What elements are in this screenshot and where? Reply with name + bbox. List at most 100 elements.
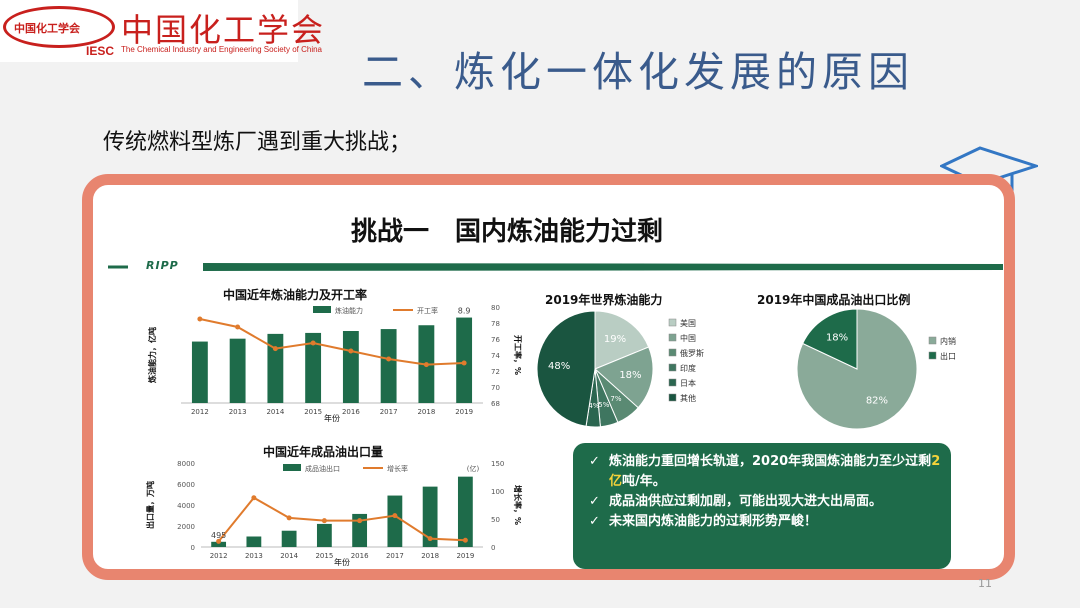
line-point <box>461 360 467 366</box>
y2-tick-label: 50 <box>491 516 500 524</box>
x-tick-label: 2019 <box>455 408 473 416</box>
legend-swatch <box>668 378 677 387</box>
y2-tick-label: 70 <box>491 384 500 392</box>
y2-axis-label: 开工率，% <box>513 335 523 375</box>
y2-tick-label: 150 <box>491 460 504 468</box>
summary-box: ✓ 炼油能力重回增长轨道，2020年我国炼油能力至少过剩2亿吨/年。 ✓ 成品油供应… <box>573 443 951 569</box>
line-point <box>392 513 398 519</box>
pie-slice <box>536 310 596 427</box>
legend-label: 出口 <box>940 351 956 361</box>
x-axis-label: 年份 <box>334 557 350 567</box>
y-axis-label: 出口量，万吨 <box>145 481 155 529</box>
line-point <box>272 346 278 352</box>
y2-tick-label: 74 <box>491 352 500 360</box>
x-tick-label: 2014 <box>280 552 298 560</box>
y-tick-label: 4000 <box>177 502 195 510</box>
x-tick-label: 2016 <box>351 552 369 560</box>
y2-tick-label: 80 <box>491 304 500 312</box>
legend-swatch <box>668 348 677 357</box>
legend-swatch <box>928 351 937 360</box>
legend-swatch <box>668 318 677 327</box>
x-tick-label: 2018 <box>421 552 439 560</box>
x-tick-label: 2018 <box>417 408 435 416</box>
x-tick-label: 2013 <box>245 552 263 560</box>
bar <box>305 332 322 403</box>
y-tick-label: 8000 <box>177 460 195 468</box>
summary-item: ✓ 未来国内炼油能力的过剩形势严峻！ <box>589 514 818 529</box>
legend-label: 增长率 <box>387 464 408 473</box>
bar <box>267 333 284 403</box>
y-tick-label: 6000 <box>177 481 195 489</box>
society-logo: 中国化工学会 IESC 中国化工学会 The Chemical Industry… <box>0 0 323 62</box>
pie-slice <box>594 310 650 370</box>
legend-label: 印度 <box>680 363 696 373</box>
y2-tick-label: 72 <box>491 368 500 376</box>
y2-axis-label: 增长率，% <box>513 485 523 525</box>
bar <box>457 476 473 547</box>
line-point <box>251 495 257 501</box>
pie-slice <box>594 346 654 409</box>
unit-label: (亿) <box>467 464 480 473</box>
line-point <box>310 340 316 346</box>
bar <box>456 317 473 403</box>
chart1-title: 中国近年炼油能力及开工率 <box>223 288 368 302</box>
logo-badge: 中国化工学会 <box>3 6 115 48</box>
bar <box>246 536 262 547</box>
slice-label: 7% <box>610 395 621 403</box>
bar <box>380 329 397 403</box>
bar <box>342 331 359 403</box>
x-tick-label: 2012 <box>191 408 209 416</box>
bar <box>191 341 208 403</box>
legend-label: 其他 <box>680 393 696 403</box>
data-label: 495 <box>211 531 226 540</box>
line-point <box>321 518 327 524</box>
summary-item: ✓ 成品油供应过剩加剧，可能出现大进大出局面。 <box>589 494 883 509</box>
bar <box>352 513 368 547</box>
export-volume-chart: 成品油出口 增长率 0 2000 4000 6000 8000 0 50 100 150 出口量，万吨… <box>145 460 523 567</box>
highlight-value: 2亿 <box>609 454 941 489</box>
legend-label: 日本 <box>680 378 696 388</box>
x-tick-label: 2015 <box>304 408 322 416</box>
legend-swatch <box>668 393 677 402</box>
y-tick-label: 2000 <box>177 523 195 531</box>
ripp-banner: RIPP <box>108 258 1003 276</box>
x-tick-label: 2014 <box>266 408 284 416</box>
slide-title: 二、炼化一体化发展的原因 <box>362 48 914 96</box>
ripp-logo: RIPP <box>146 259 179 272</box>
line-point <box>286 515 292 521</box>
series-line <box>217 496 466 543</box>
x-tick-label: 2016 <box>342 408 360 416</box>
summary-item: ✓ 炼油能力重回增长轨道，2020年我国炼油能力至少过剩2亿吨/年。 <box>589 454 941 489</box>
legend-swatch <box>313 306 331 313</box>
slice-label: 18% <box>619 370 641 381</box>
data-label: 8.9 <box>458 307 471 316</box>
chart2-title: 中国近年成品油出口量 <box>263 445 384 459</box>
legend-label: 内销 <box>940 336 956 346</box>
bar <box>229 338 246 403</box>
infographic-panel: 挑战一 国内炼油能力过剩 RIPP 中国近年炼油能力及开工率 炼油能力 开工率 68… <box>82 174 1015 580</box>
line-point <box>427 536 433 542</box>
legend-swatch <box>928 336 937 345</box>
x-axis-label: 年份 <box>324 413 340 423</box>
slice-label: 48% <box>548 361 570 372</box>
x-tick-label: 2017 <box>386 552 404 560</box>
logo-name-en: The Chemical Industry and Engineering So… <box>121 45 322 54</box>
legend-label: 炼油能力 <box>335 306 363 315</box>
pie-slice <box>796 308 918 430</box>
chart4-title: 2019年中国成品油出口比例 <box>757 293 911 307</box>
legend-label: 美国 <box>680 318 696 328</box>
x-tick-label: 2019 <box>456 552 474 560</box>
bar <box>387 495 403 547</box>
legend-label: 成品油出口 <box>305 464 340 473</box>
legend-swatch <box>668 333 677 342</box>
bar <box>211 541 227 547</box>
chart3-title: 2019年世界炼油能力 <box>545 293 663 307</box>
legend-label: 中国 <box>680 333 696 343</box>
y2-tick-label: 78 <box>491 320 500 328</box>
line-point <box>462 537 468 543</box>
legend-swatch <box>668 363 677 372</box>
logo-name-cn: 中国化工学会 <box>121 11 326 49</box>
x-tick-label: 2017 <box>380 408 398 416</box>
page-number: 11 <box>978 577 992 590</box>
